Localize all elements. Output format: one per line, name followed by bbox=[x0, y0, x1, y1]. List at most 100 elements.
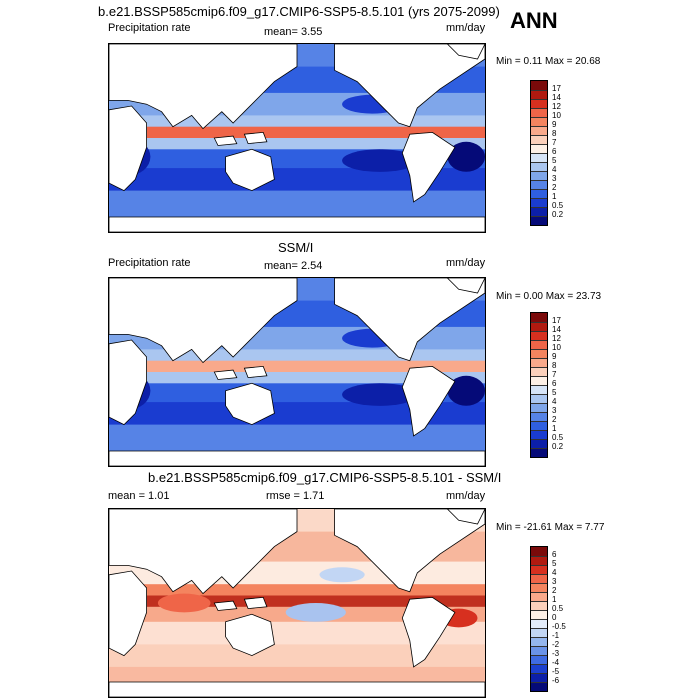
colorbar-segment bbox=[531, 99, 547, 108]
continent-outline bbox=[401, 596, 456, 668]
panel2-mean-label: mean= 2.54 bbox=[264, 260, 323, 272]
colorbar-tick-label: 5 bbox=[552, 388, 557, 397]
field-patch bbox=[342, 149, 418, 172]
field-patch bbox=[447, 141, 485, 172]
continent-outline bbox=[109, 509, 298, 595]
continent-outline bbox=[225, 613, 275, 657]
colorbar-segment bbox=[531, 412, 547, 421]
colorbar-segment bbox=[531, 646, 547, 655]
field-patch bbox=[319, 567, 365, 583]
field-band bbox=[109, 190, 485, 218]
colorbar-segment bbox=[531, 682, 547, 691]
colorbar-tick-label: 10 bbox=[552, 343, 561, 352]
continent-outline bbox=[243, 596, 268, 610]
field-band bbox=[109, 644, 485, 668]
colorbar-segment bbox=[531, 601, 547, 610]
panel3-mean-label: mean = 1.01 bbox=[108, 490, 170, 502]
continent-outline bbox=[243, 365, 268, 379]
panel3-rmse-label: rmse = 1.71 bbox=[266, 490, 325, 502]
colorbar-segment bbox=[531, 81, 547, 90]
colorbar-segment bbox=[531, 349, 547, 358]
field-band bbox=[109, 621, 485, 645]
colorbar-tick-label: 7 bbox=[552, 370, 557, 379]
colorbar-tick-label: -6 bbox=[552, 676, 560, 685]
field-band bbox=[109, 349, 485, 362]
panel2-title: SSM/I bbox=[278, 240, 314, 255]
panel2-minmax-label: Min = 0.00 Max = 23.73 bbox=[496, 291, 602, 302]
colorbar-segment bbox=[531, 90, 547, 99]
colorbar-tick-label: 5 bbox=[552, 156, 557, 165]
colorbar-tick-label: 0.2 bbox=[552, 442, 564, 451]
colorbar-segment bbox=[531, 322, 547, 331]
colorbar-tick-label: 3 bbox=[552, 406, 557, 415]
colorbar-tick-label: 2 bbox=[552, 415, 557, 424]
colorbar-segment bbox=[531, 556, 547, 565]
colorbar-tick-label: 8 bbox=[552, 361, 557, 370]
colorbar-segment bbox=[531, 619, 547, 628]
field-band bbox=[109, 424, 485, 452]
colorbar-tick-label: 14 bbox=[552, 93, 561, 102]
continent-outline bbox=[401, 365, 456, 437]
colorbar-tick-label: 2 bbox=[552, 183, 557, 192]
colorbar-tick-label: 0.2 bbox=[552, 210, 564, 219]
colorbar-tick-label: 10 bbox=[552, 111, 561, 120]
continent-outline bbox=[109, 216, 485, 232]
continent-outline bbox=[334, 278, 485, 362]
continent-outline bbox=[334, 509, 485, 593]
colorbar-segment bbox=[531, 655, 547, 664]
colorbar-tick-label: 1 bbox=[552, 424, 557, 433]
colorbar-tick-label: 0.5 bbox=[552, 433, 564, 442]
colorbar-tick-label: 4 bbox=[552, 165, 557, 174]
colorbar-segment bbox=[531, 144, 547, 153]
colorbar-tick-label: 0.5 bbox=[552, 604, 564, 613]
colorbar-segment bbox=[531, 448, 547, 457]
colorbar-tick-label: 17 bbox=[552, 316, 561, 325]
continent-outline bbox=[225, 148, 275, 192]
field-band bbox=[109, 666, 485, 683]
continent-outline bbox=[401, 131, 456, 203]
panel3-colorbar bbox=[530, 546, 548, 692]
panel1-map bbox=[108, 43, 486, 233]
colorbar-segment bbox=[531, 430, 547, 439]
continent-outline bbox=[109, 44, 298, 130]
colorbar-tick-label: 0 bbox=[552, 613, 557, 622]
colorbar-segment bbox=[531, 153, 547, 162]
continent-outline bbox=[334, 44, 485, 128]
colorbar-segment bbox=[531, 135, 547, 144]
colorbar-segment bbox=[531, 180, 547, 189]
colorbar-segment bbox=[531, 358, 547, 367]
colorbar-segment bbox=[531, 547, 547, 556]
continent-outline bbox=[109, 681, 485, 697]
panel1-colorbar bbox=[530, 80, 548, 226]
field-band bbox=[109, 595, 485, 608]
panel3-units-label: mm/day bbox=[446, 490, 486, 502]
field-band bbox=[109, 168, 485, 192]
colorbar-tick-label: 12 bbox=[552, 102, 561, 111]
season-label: ANN bbox=[510, 8, 558, 33]
colorbar-tick-label: 8 bbox=[552, 129, 557, 138]
continent-outline bbox=[446, 44, 485, 60]
colorbar-tick-label: 17 bbox=[552, 84, 561, 93]
field-band bbox=[109, 138, 485, 150]
colorbar-segment bbox=[531, 637, 547, 646]
colorbar-segment bbox=[531, 664, 547, 673]
colorbar-segment bbox=[531, 216, 547, 225]
colorbar-tick-label: 4 bbox=[552, 568, 557, 577]
continent-outline bbox=[213, 135, 238, 146]
panel1-mean-label: mean= 3.55 bbox=[264, 26, 323, 38]
continent-outline bbox=[109, 339, 147, 426]
panel3-minmax-label: Min = -21.61 Max = 7.77 bbox=[496, 522, 605, 533]
colorbar-segment bbox=[531, 117, 547, 126]
panel1-field-svg bbox=[109, 44, 485, 232]
colorbar-segment bbox=[531, 376, 547, 385]
field-band bbox=[109, 115, 485, 128]
colorbar-tick-label: 6 bbox=[552, 379, 557, 388]
colorbar-segment bbox=[531, 574, 547, 583]
panel1-variable-label: Precipitation rate bbox=[108, 22, 191, 34]
panel3-title: b.e21.BSSP585cmip6.f09_g17.CMIP6-SSP5-8.… bbox=[148, 470, 502, 485]
continent-outline bbox=[225, 382, 275, 426]
panel3-map bbox=[108, 508, 486, 698]
colorbar-tick-label: -5 bbox=[552, 667, 560, 676]
colorbar-tick-label: 9 bbox=[552, 120, 557, 129]
colorbar-segment bbox=[531, 610, 547, 619]
